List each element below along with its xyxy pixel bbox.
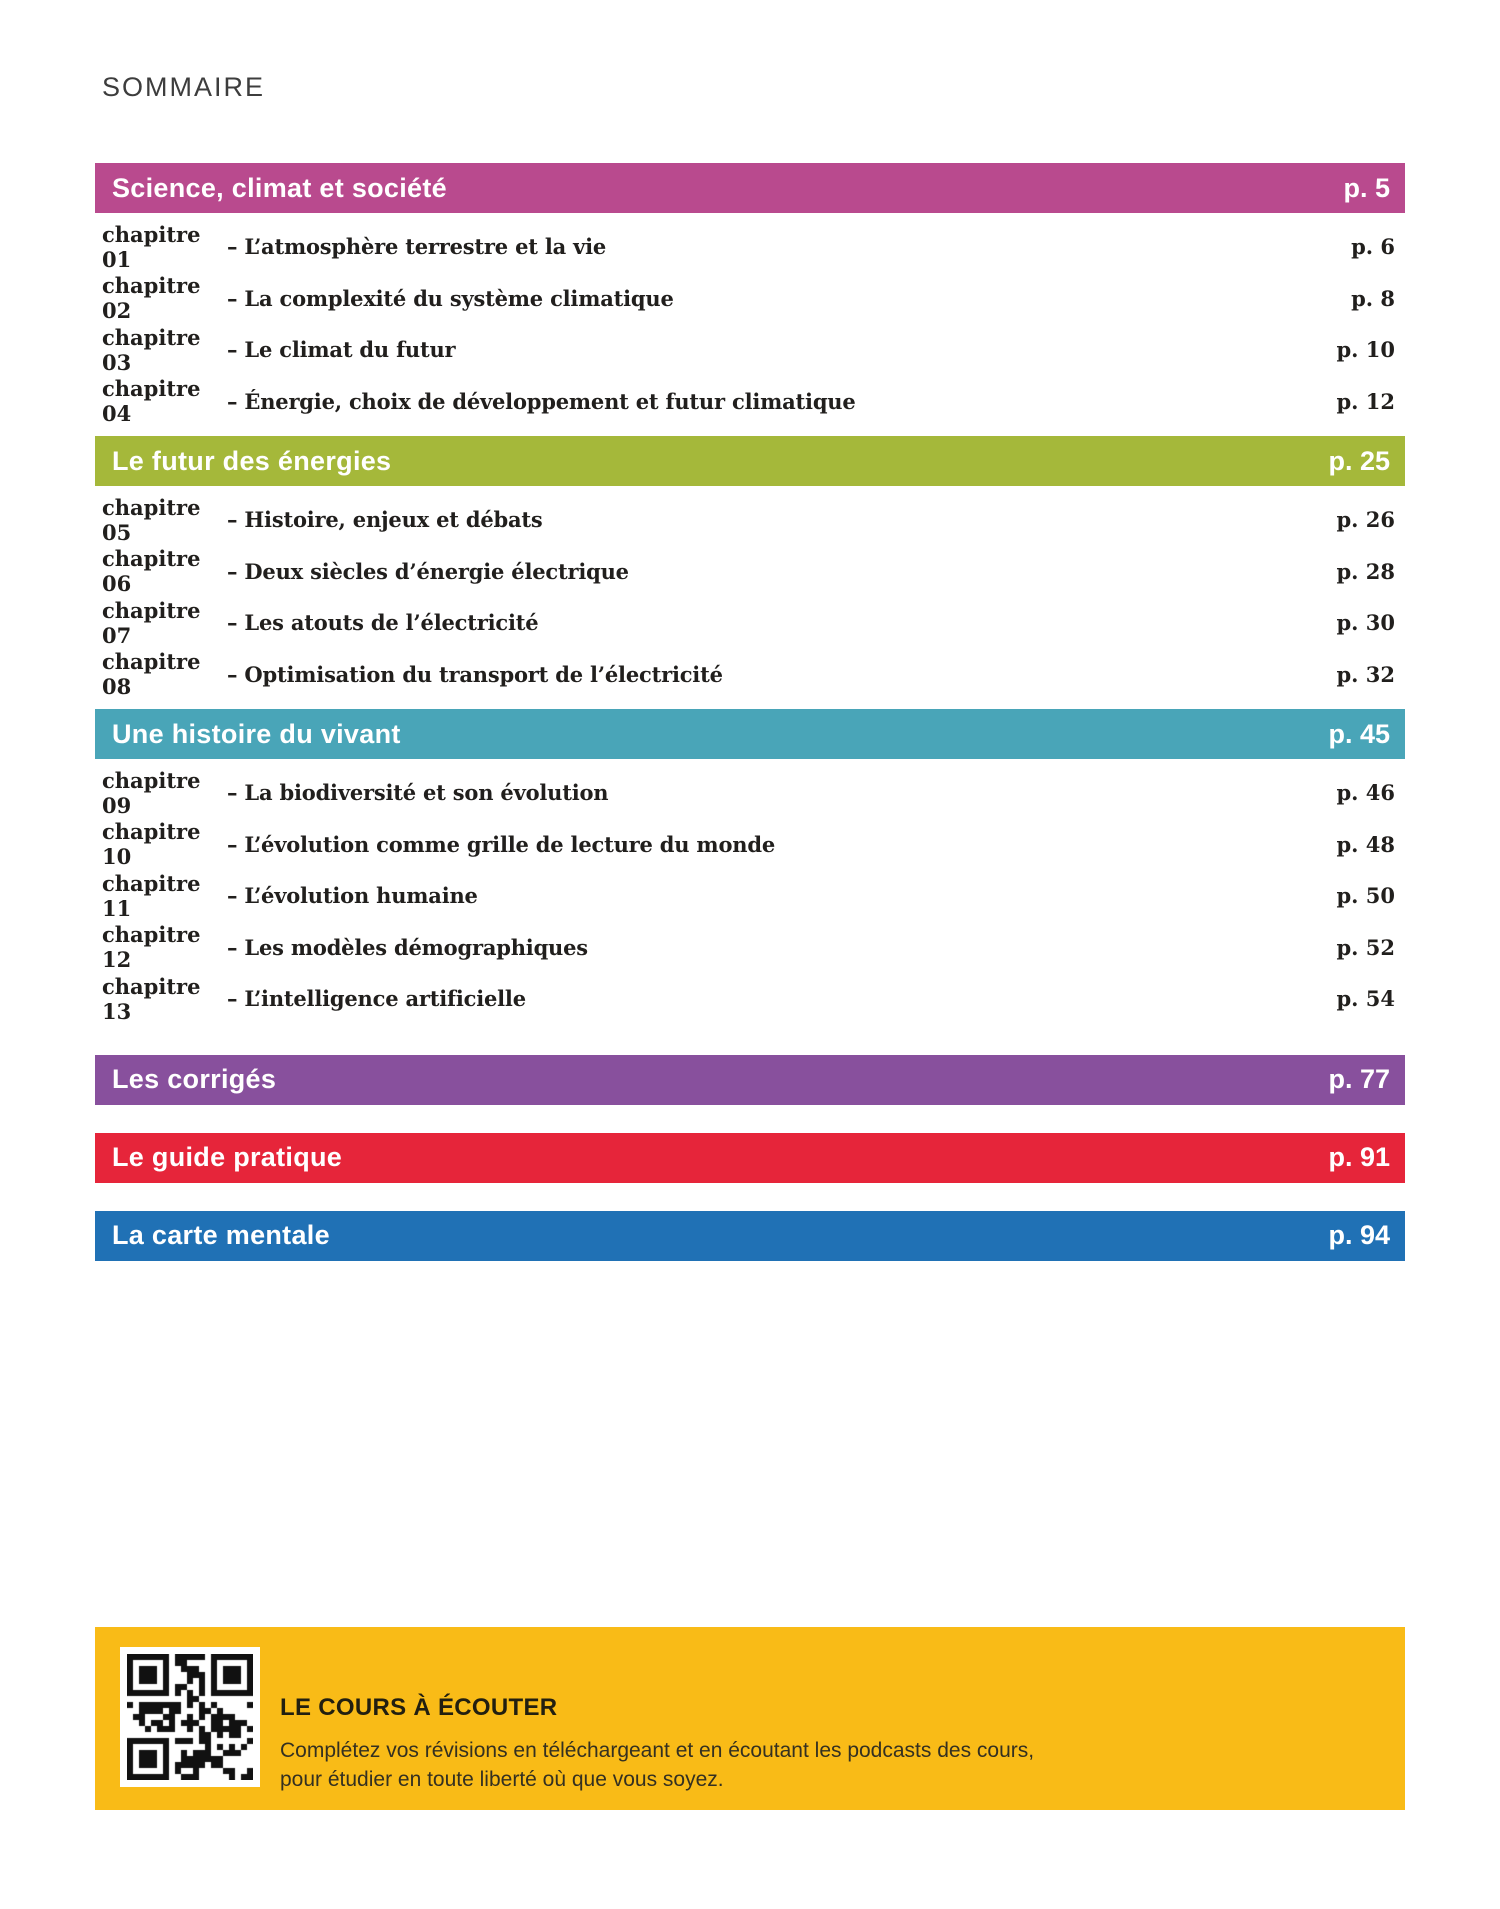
toc-row: chapitre 11 – L’évolution humaine p. 50 — [95, 870, 1405, 922]
chapter-page-number: p. 28 — [1336, 558, 1395, 584]
podcast-box: LE COURS À ÉCOUTER Complétez vos révisio… — [95, 1627, 1405, 1810]
toc-row: chapitre 12 – Les modèles démographiques p… — [95, 922, 1405, 974]
section-header: La carte mentale p. 94 — [95, 1210, 1405, 1261]
chapter-label: chapitre 09 — [102, 767, 201, 818]
section-title: Une histoire du vivant — [112, 718, 401, 749]
section-page-number: p. 45 — [1328, 718, 1390, 749]
chapter-title: – La complexité du système climatique — [227, 285, 674, 311]
section-page-number: p. 94 — [1328, 1220, 1390, 1250]
chapter-label: chapitre 04 — [102, 376, 201, 427]
toc-row: chapitre 04 – Énergie, choix de développe… — [95, 376, 1405, 428]
chapter-label: chapitre 03 — [102, 324, 201, 375]
page-title: SOMMAIRE — [102, 72, 266, 102]
chapter-page-number: p. 10 — [1336, 337, 1395, 363]
podcast-description-line2: pour étudier en toute liberté où que vou… — [280, 1768, 724, 1791]
chapter-page-number: p. 52 — [1336, 934, 1395, 960]
chapter-page-number: p. 12 — [1336, 388, 1395, 414]
podcast-text: LE COURS À ÉCOUTER Complétez vos révisio… — [280, 1627, 1385, 1794]
chapter-list: chapitre 05 – Histoire, enjeux et débats p… — [95, 494, 1405, 700]
chapter-label: chapitre 13 — [102, 973, 201, 1024]
chapter-title: – L’atmosphère terrestre et la vie — [227, 234, 607, 260]
chapter-title: – L’intelligence artificielle — [227, 986, 526, 1012]
chapter-page-number: p. 30 — [1336, 610, 1395, 636]
chapter-label: chapitre 07 — [102, 597, 201, 648]
chapter-page-number: p. 8 — [1351, 285, 1395, 311]
chapter-page-number: p. 54 — [1336, 986, 1395, 1012]
chapter-label: chapitre 02 — [102, 273, 201, 324]
toc-row: chapitre 07 – Les atouts de l’électricité… — [95, 597, 1405, 649]
toc-row: chapitre 06 – Deux siècles d’énergie élec… — [95, 546, 1405, 598]
chapter-label: chapitre 10 — [102, 819, 201, 870]
chapter-page-number: p. 46 — [1336, 780, 1395, 806]
toc-row: chapitre 03 – Le climat du futur p. 10 — [95, 324, 1405, 376]
section-title: Les corrigés — [112, 1064, 277, 1094]
toc-row: chapitre 01 – L’atmosphère terrestre et l… — [95, 221, 1405, 273]
chapter-page-number: p. 50 — [1336, 883, 1395, 909]
chapter-title: – Les atouts de l’électricité — [227, 610, 539, 636]
section-header: Une histoire du vivant p. 45 — [95, 709, 1405, 759]
section-header: Le guide pratique p. 91 — [95, 1132, 1405, 1183]
toc-row: chapitre 08 – Optimisation du transport d… — [95, 649, 1405, 701]
chapter-page-number: p. 6 — [1351, 234, 1395, 260]
chapter-list: chapitre 09 – La biodiversité et son évol… — [95, 767, 1405, 1025]
section-title: Le futur des énergies — [112, 445, 392, 476]
chapter-label: chapitre 12 — [102, 922, 201, 973]
toc-row: chapitre 09 – La biodiversité et son évol… — [95, 767, 1405, 819]
section-header: Les corrigés p. 77 — [95, 1054, 1405, 1105]
chapter-list: chapitre 01 – L’atmosphère terrestre et l… — [95, 221, 1405, 427]
chapter-label: chapitre 06 — [102, 546, 201, 597]
podcast-heading: LE COURS À ÉCOUTER — [280, 1694, 558, 1721]
section-page-number: p. 5 — [1343, 172, 1390, 203]
chapter-page-number: p. 26 — [1336, 507, 1395, 533]
chapter-title: – Le climat du futur — [227, 337, 456, 363]
table-of-contents: Science, climat et société p. 5 chapitre 0… — [95, 163, 1405, 1261]
chapter-title: – La biodiversité et son évolution — [227, 780, 609, 806]
toc-row: chapitre 02 – La complexité du système cl… — [95, 273, 1405, 325]
chapter-label: chapitre 11 — [102, 870, 201, 921]
podcast-description-line1: Complétez vos révisions en téléchargeant… — [280, 1739, 1035, 1762]
chapter-label: chapitre 01 — [102, 221, 201, 272]
section-header: Science, climat et société p. 5 — [95, 163, 1405, 213]
section-header: Le futur des énergies p. 25 — [95, 436, 1405, 486]
chapter-title: – L’évolution comme grille de lecture du… — [227, 831, 775, 857]
chapter-page-number: p. 32 — [1336, 661, 1395, 687]
chapter-title: – Énergie, choix de développement et fut… — [227, 388, 856, 414]
toc-row: chapitre 05 – Histoire, enjeux et débats p… — [95, 494, 1405, 546]
qr-code-icon — [120, 1647, 260, 1787]
toc-row: chapitre 10 – L’évolution comme grille de… — [95, 819, 1405, 871]
chapter-label: chapitre 05 — [102, 494, 201, 545]
chapter-title: – Deux siècles d’énergie électrique — [227, 558, 629, 584]
section-page-number: p. 77 — [1328, 1064, 1390, 1094]
chapter-title: – L’évolution humaine — [227, 883, 478, 909]
section-page-number: p. 25 — [1328, 445, 1390, 476]
section-title: La carte mentale — [112, 1220, 330, 1250]
chapter-title: – Optimisation du transport de l’électri… — [227, 661, 723, 687]
toc-row: chapitre 13 – L’intelligence artificielle… — [95, 973, 1405, 1025]
section-title: Le guide pratique — [112, 1142, 343, 1172]
section-page-number: p. 91 — [1328, 1142, 1390, 1172]
chapter-label: chapitre 08 — [102, 649, 201, 700]
section-title: Science, climat et société — [112, 172, 447, 203]
chapter-page-number: p. 48 — [1336, 831, 1395, 857]
chapter-title: – Histoire, enjeux et débats — [227, 507, 543, 533]
chapter-title: – Les modèles démographiques — [227, 934, 588, 960]
